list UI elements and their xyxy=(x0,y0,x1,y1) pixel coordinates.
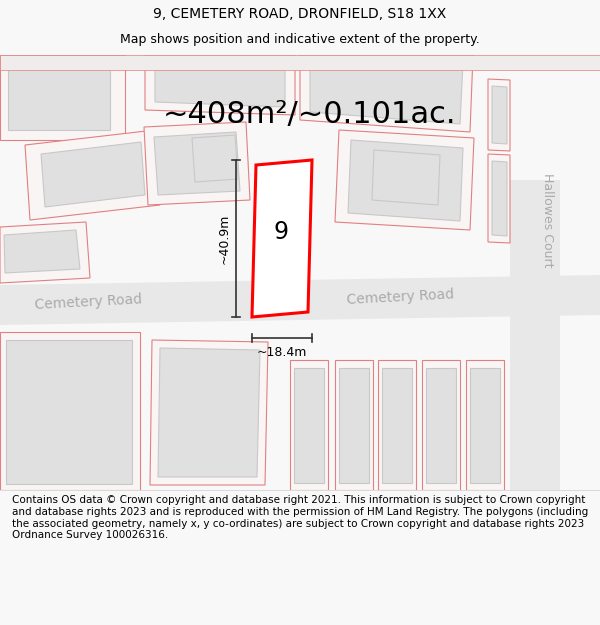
Polygon shape xyxy=(252,160,312,317)
Text: ~40.9m: ~40.9m xyxy=(218,214,231,264)
Polygon shape xyxy=(488,79,510,151)
Polygon shape xyxy=(470,368,500,483)
Text: ~408m²/~0.101ac.: ~408m²/~0.101ac. xyxy=(163,101,457,129)
Polygon shape xyxy=(144,122,250,205)
Polygon shape xyxy=(0,275,600,325)
Text: Cemetery Road: Cemetery Road xyxy=(34,292,142,312)
Polygon shape xyxy=(492,86,507,144)
Text: Map shows position and indicative extent of the property.: Map shows position and indicative extent… xyxy=(120,33,480,46)
Polygon shape xyxy=(25,130,160,220)
Polygon shape xyxy=(0,55,125,140)
Polygon shape xyxy=(335,130,474,230)
Polygon shape xyxy=(155,62,285,107)
Polygon shape xyxy=(145,55,295,115)
Polygon shape xyxy=(0,55,600,70)
Polygon shape xyxy=(510,180,560,490)
Polygon shape xyxy=(294,368,324,483)
Polygon shape xyxy=(290,360,328,490)
Polygon shape xyxy=(422,360,460,490)
Text: 9, CEMETERY ROAD, DRONFIELD, S18 1XX: 9, CEMETERY ROAD, DRONFIELD, S18 1XX xyxy=(154,7,446,21)
Text: Hallowes Court: Hallowes Court xyxy=(542,173,554,268)
Polygon shape xyxy=(192,135,238,182)
Text: Contains OS data © Crown copyright and database right 2021. This information is : Contains OS data © Crown copyright and d… xyxy=(12,496,588,540)
Polygon shape xyxy=(378,360,416,490)
Polygon shape xyxy=(8,62,110,130)
Polygon shape xyxy=(4,230,80,273)
Polygon shape xyxy=(0,332,140,490)
Polygon shape xyxy=(466,360,504,490)
Polygon shape xyxy=(426,368,456,483)
Polygon shape xyxy=(348,140,463,221)
Polygon shape xyxy=(41,142,145,207)
Polygon shape xyxy=(335,360,373,490)
Polygon shape xyxy=(310,62,463,124)
Polygon shape xyxy=(372,150,440,205)
Polygon shape xyxy=(0,222,90,283)
Polygon shape xyxy=(382,368,412,483)
Polygon shape xyxy=(6,340,132,484)
Polygon shape xyxy=(154,132,240,195)
Polygon shape xyxy=(339,368,369,483)
Text: Cemetery Road: Cemetery Road xyxy=(346,288,454,307)
Text: 9: 9 xyxy=(274,220,289,244)
Polygon shape xyxy=(150,340,268,485)
Polygon shape xyxy=(488,154,510,243)
Polygon shape xyxy=(158,348,260,477)
Polygon shape xyxy=(492,161,507,236)
Text: ~18.4m: ~18.4m xyxy=(257,346,307,359)
Polygon shape xyxy=(300,55,473,132)
